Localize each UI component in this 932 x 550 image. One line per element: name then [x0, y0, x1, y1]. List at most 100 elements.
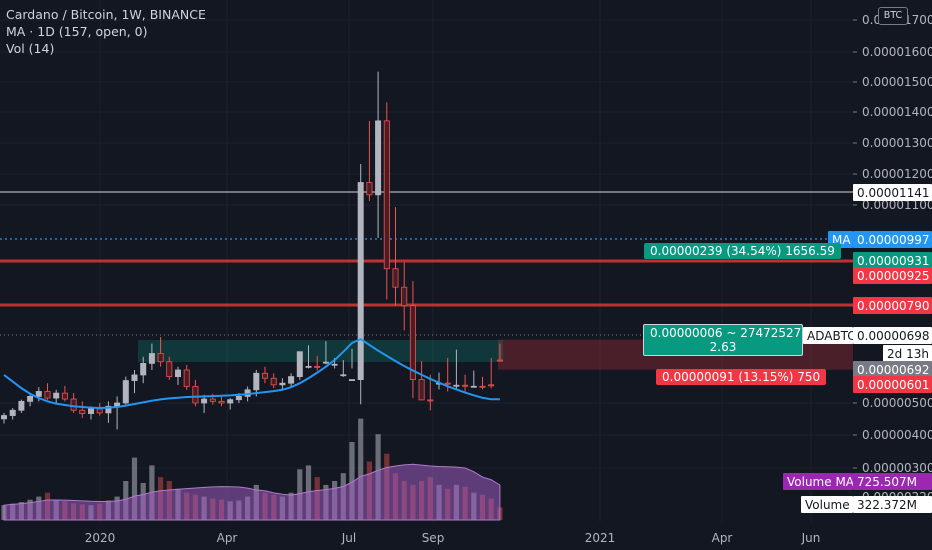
price-axis-label: 0.00001300: [862, 136, 932, 150]
candle-body: [131, 374, 138, 381]
stop-price-tag-bg: [853, 376, 932, 393]
volume-tag-value-bg: [853, 496, 932, 513]
candle-body: [357, 182, 364, 380]
horizontal-lines[interactable]: [0, 191, 853, 336]
volume-ma-area: [3, 463, 501, 521]
volume-bars: [1, 418, 503, 521]
candle-body: [183, 369, 190, 387]
target-price-tag: 0.00000931: [857, 254, 930, 268]
symbol-tag: ADABTC: [807, 329, 856, 343]
candle-body: [418, 379, 425, 401]
candle-body: [27, 395, 34, 402]
candle-body: [279, 382, 286, 386]
profit-label: 0.00000239 (34.54%) 1656.59: [644, 243, 841, 259]
position-info-line-2: 2.63: [709, 340, 737, 354]
candle-body: [401, 286, 408, 307]
volume-bar: [358, 418, 364, 520]
stop-price-tag: 0.00000601: [857, 378, 930, 392]
candle-body: [340, 374, 347, 377]
countdown-tag: 2d 13h: [887, 347, 929, 361]
candle-body: [105, 405, 112, 414]
last-price-tag-bg: [853, 327, 932, 344]
candle-body: [201, 398, 208, 404]
price-axis-label: 0.00000500: [862, 396, 932, 410]
candle-body: [61, 392, 68, 400]
currency-badge[interactable]: BTC: [878, 7, 908, 25]
candle-body: [383, 120, 390, 270]
candle-body: [174, 369, 181, 377]
candle-body: [496, 359, 503, 362]
candle-body: [270, 377, 277, 386]
volume-ma-tag-value: 725.507M: [857, 475, 917, 489]
time-axis[interactable]: 2020 Apr Jul Sep 2021 Apr Jun: [0, 524, 853, 550]
candle-body: [462, 384, 469, 387]
candle-body: [331, 363, 338, 366]
ma-tag-value: 0.00000997: [857, 233, 930, 247]
candle-body: [140, 362, 147, 376]
price-axis-label: 0.00001500: [862, 75, 932, 89]
volume-tag-label: Volume: [805, 498, 850, 512]
ma-indicator-legend[interactable]: MA · 1D (157, open, 0): [6, 24, 148, 39]
red-790-tag: 0.00000790: [857, 299, 930, 313]
position-info-label[interactable]: 0.00000006 ~ 27472527 2.63: [643, 324, 803, 356]
countdown-tag-bg: [883, 345, 932, 362]
target-price-tag-bg: [853, 252, 932, 269]
price-tag-1141-bg: [853, 184, 932, 201]
price-axis-label: 0.00001100: [862, 198, 932, 212]
candle-body: [296, 351, 303, 377]
candle-body: [0, 415, 7, 420]
price-tag-1141: 0.00001141: [857, 186, 930, 200]
volume-ma-tag-label-bg: [783, 473, 853, 490]
candle-body: [18, 400, 25, 411]
volume-tag-label-bg: [801, 496, 853, 513]
candle-body: [79, 409, 86, 414]
entry-price-tag: 0.00000692: [857, 363, 930, 377]
candle-body: [409, 305, 416, 380]
volume-ma-tag-label: Volume MA: [787, 475, 855, 489]
candle-body: [9, 409, 16, 416]
candle-body: [227, 399, 234, 404]
candle-body: [253, 372, 260, 391]
candle-body: [235, 395, 242, 401]
red-790-tag-bg: [853, 297, 932, 314]
time-axis-label: Jun: [801, 531, 821, 545]
candle-body: [305, 365, 312, 368]
candle-body: [148, 353, 155, 364]
chart-legend: Cardano / Bitcoin, 1W, BINANCE MA · 1D (…: [6, 6, 206, 57]
volume-bar: [349, 442, 355, 520]
candle-body: [444, 382, 451, 385]
candle-body: [427, 399, 434, 402]
candle-body: [366, 182, 373, 196]
candle-body: [348, 379, 355, 382]
support-zone-rectangle[interactable]: [138, 340, 503, 362]
candle-body: [44, 391, 51, 399]
price-axis-label: 0.00001200: [862, 167, 932, 181]
symbol-tag-bg: [803, 327, 853, 344]
volume-tag-value: 322.372M: [857, 498, 917, 512]
candle-body: [375, 120, 382, 196]
candle-body: [122, 380, 129, 404]
entry-price-tag-bg: [853, 361, 932, 378]
candle-body: [218, 400, 225, 404]
red-925-tag-bg: [853, 267, 932, 284]
volume-ma-tag-value-bg: [853, 473, 932, 490]
candle-body: [88, 408, 95, 414]
volume-indicator-legend[interactable]: Vol (14): [6, 41, 55, 56]
time-axis-label: Apr: [217, 531, 238, 545]
time-axis-background[interactable]: [0, 524, 853, 550]
price-axis-label: 0.00000400: [862, 428, 932, 442]
time-axis-label: Jul: [341, 531, 356, 545]
price-axis-label: 0.00000300: [862, 461, 932, 475]
symbol-title[interactable]: Cardano / Bitcoin, 1W, BINANCE: [6, 7, 206, 22]
candle-body: [96, 408, 103, 414]
candle-body: [70, 398, 77, 411]
candles: [0, 71, 503, 430]
price-axis-label: 0.00001400: [862, 105, 932, 119]
position-info-line-1: 0.00000006 ~ 27472527: [650, 326, 802, 340]
time-axis-label: Apr: [712, 531, 733, 545]
candle-body: [470, 385, 477, 388]
candle-body: [53, 392, 60, 399]
candle-body: [35, 391, 42, 397]
